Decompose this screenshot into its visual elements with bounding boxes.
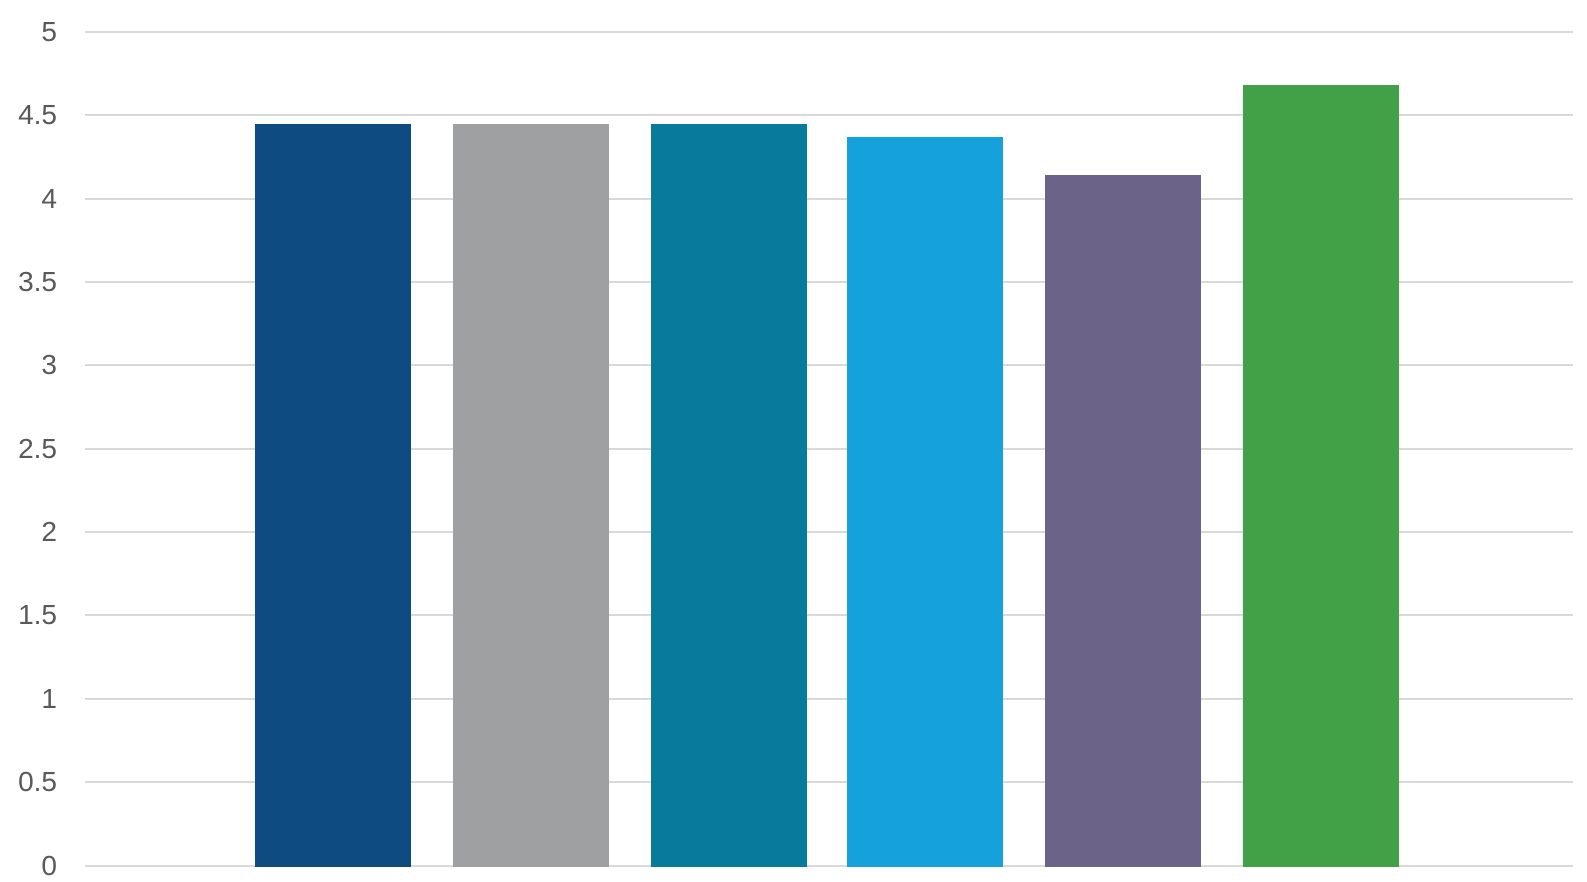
gridline-1 (85, 697, 1573, 700)
gridline-3.5 (85, 280, 1573, 283)
y-axis-tick-label: 0 (41, 849, 57, 881)
gridline-2 (85, 531, 1573, 534)
y-axis-tick-label: 5 (41, 15, 57, 47)
y-axis-tick-label: 1.5 (18, 599, 57, 631)
gridline-4.5 (85, 114, 1573, 117)
bar-3 (651, 123, 807, 867)
y-axis-tick-label: 2 (41, 516, 57, 548)
gridline-3 (85, 364, 1573, 367)
bar-4 (847, 136, 1003, 867)
gridline-1.5 (85, 614, 1573, 617)
y-axis-tick-label: 0.5 (18, 766, 57, 798)
bar-1 (255, 123, 411, 867)
gridline-4 (85, 197, 1573, 200)
gridline-0.5 (85, 781, 1573, 784)
gridline-2.5 (85, 447, 1573, 450)
bar-5 (1045, 175, 1201, 867)
y-axis-tick-label: 4.5 (18, 99, 57, 131)
y-axis-tick-label: 3.5 (18, 265, 57, 297)
y-axis-tick-label: 4 (41, 182, 57, 214)
bar-6 (1243, 85, 1399, 867)
gridline-0 (85, 864, 1573, 867)
y-axis-tick-label: 3 (41, 349, 57, 381)
y-axis-tick-label: 2.5 (18, 432, 57, 464)
bar-2 (453, 123, 609, 867)
y-axis-tick-label: 1 (41, 682, 57, 714)
gridline-5 (85, 30, 1573, 33)
